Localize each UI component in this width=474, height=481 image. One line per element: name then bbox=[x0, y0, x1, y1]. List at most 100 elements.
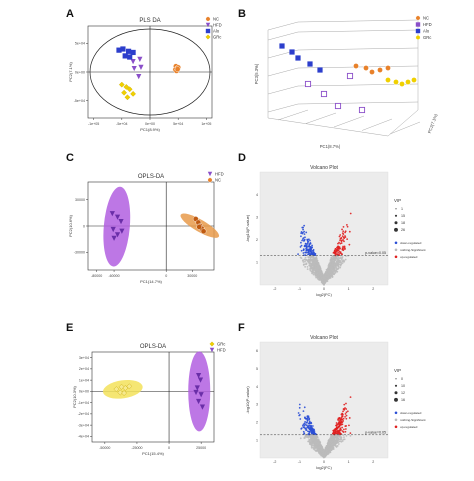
volcano-point bbox=[345, 408, 348, 410]
x-tick-label: 0e+00 bbox=[145, 122, 155, 126]
volcano-point bbox=[341, 256, 344, 258]
volcano-point bbox=[306, 239, 309, 241]
volcano-point bbox=[341, 415, 344, 417]
volcano-point bbox=[312, 255, 314, 257]
volcano-point bbox=[346, 238, 349, 241]
x-tick-label: 1 bbox=[348, 460, 350, 464]
volcano-point bbox=[334, 252, 337, 255]
volcano-point bbox=[318, 446, 321, 449]
volcano-point bbox=[300, 235, 302, 238]
volcano-point bbox=[324, 452, 327, 455]
x-tick-label: 0 bbox=[165, 274, 167, 278]
volcano-point bbox=[344, 425, 347, 428]
legend-marker-grc bbox=[205, 34, 211, 40]
volcano-point bbox=[338, 252, 341, 255]
volcano-point bbox=[342, 226, 345, 228]
legend-status-label: nothing-Significant bbox=[400, 418, 426, 422]
volcano-point bbox=[340, 237, 343, 239]
volcano-point bbox=[315, 257, 318, 260]
legend-marker-grc bbox=[209, 341, 215, 347]
volcano-point bbox=[305, 258, 308, 261]
data-point-hfd bbox=[114, 214, 121, 220]
volcano-point bbox=[309, 266, 312, 268]
volcano-point bbox=[331, 261, 334, 264]
volcano-point bbox=[326, 447, 328, 450]
volcano-point bbox=[343, 403, 346, 406]
volcano-point bbox=[345, 414, 348, 417]
volcano-point bbox=[320, 446, 323, 449]
y-tick-label: 4 bbox=[256, 385, 258, 389]
volcano-point bbox=[343, 408, 345, 410]
volcano-point bbox=[322, 451, 325, 454]
data-point-hfd bbox=[346, 72, 354, 80]
volcano-point bbox=[312, 430, 315, 432]
volcano-point bbox=[338, 429, 341, 432]
volcano-point bbox=[341, 440, 344, 442]
volcano-point bbox=[331, 447, 334, 449]
volcano-point bbox=[332, 435, 334, 438]
x-tick-label: -80000 bbox=[91, 274, 102, 278]
volcano-point bbox=[302, 410, 305, 413]
volcano-point bbox=[298, 403, 301, 406]
data-point-nc bbox=[196, 224, 203, 230]
grid-line bbox=[297, 29, 419, 33]
data-point-nc bbox=[369, 69, 375, 75]
x-tick-label: 1 bbox=[348, 287, 350, 291]
panel-label-f: F bbox=[238, 322, 245, 334]
data-point-nc bbox=[353, 63, 359, 69]
volcano-point bbox=[338, 250, 341, 253]
x-axis-label: PC1(15.4%) bbox=[142, 451, 164, 456]
volcano-point bbox=[330, 261, 332, 263]
volcano-point bbox=[341, 262, 344, 265]
data-point-grc bbox=[130, 90, 136, 97]
volcano-point bbox=[339, 239, 341, 242]
volcano-point bbox=[325, 445, 328, 448]
x-tick-label: -1 bbox=[298, 287, 301, 291]
legend-marker-alo bbox=[415, 28, 421, 34]
legend-marker-alo bbox=[205, 28, 211, 34]
data-point-nc bbox=[377, 67, 383, 73]
volcano-point bbox=[307, 435, 310, 437]
volcano-point bbox=[319, 272, 322, 275]
volcano-point bbox=[312, 251, 315, 254]
volcano-point bbox=[330, 256, 333, 259]
volcano-point bbox=[313, 433, 316, 435]
volcano-point bbox=[339, 242, 342, 245]
volcano-point bbox=[332, 429, 335, 432]
volcano-point bbox=[337, 422, 340, 425]
data-point-hfd bbox=[136, 74, 142, 80]
volcano-point bbox=[311, 272, 313, 275]
y-tick-label: 4 bbox=[256, 193, 258, 197]
legend-status-dot bbox=[394, 425, 398, 429]
data-point-grc bbox=[117, 389, 124, 396]
x-tick-label: 25000 bbox=[196, 446, 206, 450]
volcano-point bbox=[335, 256, 338, 259]
volcano-point bbox=[301, 424, 304, 427]
y-tick-label: 2 bbox=[256, 238, 258, 242]
volcano-point bbox=[317, 264, 320, 266]
volcano-point bbox=[337, 258, 340, 261]
legend-label-grc: GRc bbox=[213, 35, 221, 40]
volcano-point bbox=[336, 432, 339, 435]
volcano-point bbox=[299, 246, 302, 248]
volcano-point bbox=[349, 434, 352, 437]
volcano-point bbox=[343, 260, 346, 262]
axis-frame-line bbox=[297, 19, 419, 23]
volcano-point bbox=[311, 425, 314, 427]
volcano-point bbox=[310, 424, 313, 427]
volcano-point bbox=[309, 250, 312, 253]
volcano-point bbox=[340, 239, 343, 242]
volcano-point bbox=[299, 414, 301, 416]
legend-vip-label: 18 bbox=[401, 221, 405, 225]
volcano-point bbox=[329, 273, 332, 276]
legend-label-alo: Alo bbox=[213, 29, 220, 34]
y-tick-label: 0e+00 bbox=[75, 70, 85, 74]
volcano-point bbox=[336, 423, 339, 426]
volcano-point bbox=[321, 452, 323, 454]
volcano-point bbox=[310, 421, 313, 424]
volcano-point bbox=[332, 433, 335, 435]
data-point-grc bbox=[126, 383, 133, 390]
volcano-point bbox=[317, 448, 320, 451]
volcano-point bbox=[333, 266, 336, 269]
data-point-alo bbox=[120, 46, 126, 52]
